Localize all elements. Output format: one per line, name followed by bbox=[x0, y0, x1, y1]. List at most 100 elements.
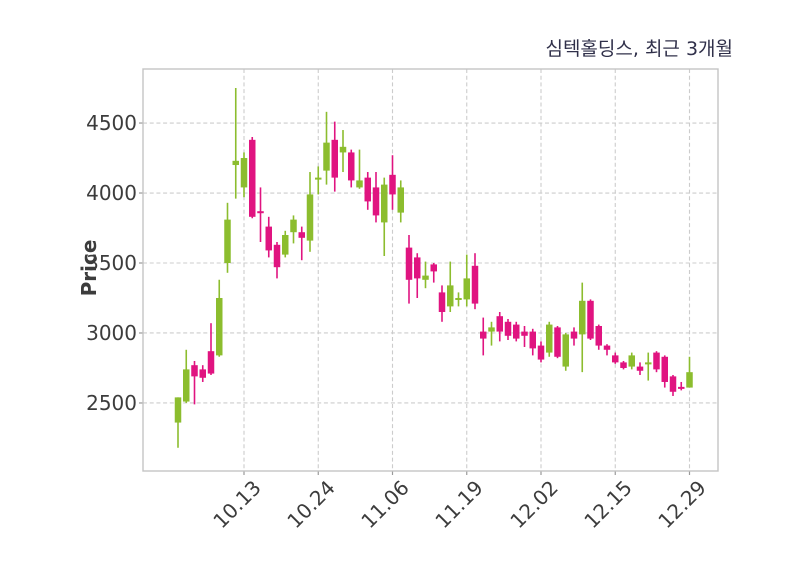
candle-down bbox=[249, 137, 256, 219]
candle-body bbox=[331, 139, 338, 178]
candle-up bbox=[628, 352, 635, 370]
candle-body bbox=[579, 300, 586, 335]
candle-up bbox=[323, 111, 330, 185]
candle-up bbox=[339, 130, 347, 173]
candle-body bbox=[686, 372, 693, 388]
candle-body bbox=[389, 174, 396, 195]
candle-body bbox=[339, 146, 347, 153]
candle-down bbox=[199, 365, 206, 382]
candle-body bbox=[381, 184, 388, 223]
candle-body bbox=[290, 219, 297, 233]
candle-down bbox=[331, 121, 338, 192]
candle-body bbox=[669, 376, 677, 392]
candle-down bbox=[480, 317, 487, 356]
y-tick-label: 4500 bbox=[86, 111, 137, 136]
candle-body bbox=[265, 226, 272, 251]
candle-body bbox=[199, 369, 206, 378]
y-tick-label: 3000 bbox=[86, 320, 137, 345]
candle-down bbox=[661, 355, 668, 388]
candle-body bbox=[438, 292, 446, 312]
candle-body bbox=[298, 232, 305, 238]
candle-up bbox=[397, 180, 404, 223]
candle-body bbox=[191, 365, 198, 377]
candle-body bbox=[183, 369, 190, 402]
candle-body bbox=[653, 352, 660, 370]
candle-down bbox=[348, 149, 355, 188]
candle-body bbox=[463, 278, 470, 300]
candle-up bbox=[240, 152, 248, 198]
candle-body bbox=[678, 386, 685, 389]
candles-layer bbox=[174, 88, 693, 448]
candle-body bbox=[282, 235, 289, 255]
candle-body bbox=[612, 355, 619, 363]
candle-body bbox=[521, 331, 528, 336]
candle-body bbox=[471, 265, 479, 304]
y-tick-label: 4000 bbox=[86, 181, 137, 205]
candle-down bbox=[537, 341, 545, 363]
candle-down bbox=[620, 360, 627, 370]
candle-body bbox=[397, 187, 404, 213]
candle-body bbox=[348, 152, 355, 181]
candle-body bbox=[529, 331, 536, 349]
candle-up bbox=[579, 282, 586, 373]
candle-body bbox=[661, 356, 668, 382]
candle-body bbox=[562, 334, 569, 367]
candle-body bbox=[315, 177, 322, 180]
candle-body bbox=[249, 139, 256, 217]
candle-body bbox=[480, 331, 487, 339]
candle-body bbox=[430, 264, 437, 272]
candle-body bbox=[546, 324, 553, 353]
candle-body bbox=[447, 285, 454, 307]
candle-body bbox=[645, 362, 652, 365]
candle-up bbox=[455, 292, 462, 307]
candle-body bbox=[174, 397, 182, 423]
candle-body bbox=[207, 351, 215, 374]
candle-up bbox=[183, 349, 190, 403]
gridlines bbox=[139, 69, 718, 475]
chart-title: 심텍홀딩스, 최근 3개월 bbox=[545, 38, 733, 60]
candle-body bbox=[414, 257, 421, 279]
candle-down bbox=[529, 328, 536, 356]
candle-up bbox=[381, 177, 388, 257]
candle-down bbox=[405, 235, 413, 304]
candle-up bbox=[224, 202, 231, 273]
candle-body bbox=[603, 345, 611, 350]
candle-down bbox=[430, 263, 437, 283]
candle-down bbox=[298, 226, 305, 261]
candle-down bbox=[273, 242, 281, 279]
candle-down bbox=[496, 311, 503, 342]
candle-body bbox=[496, 316, 503, 332]
candle-up bbox=[463, 254, 470, 307]
candle-up bbox=[645, 352, 652, 381]
candle-body bbox=[323, 142, 330, 171]
candle-up bbox=[216, 279, 223, 357]
candle-down bbox=[554, 325, 561, 359]
candle-down bbox=[191, 360, 198, 405]
candle-down bbox=[653, 351, 660, 373]
candle-up bbox=[306, 172, 314, 252]
candle-down bbox=[636, 362, 644, 375]
y-tick-label: 3500 bbox=[86, 251, 137, 275]
candle-down bbox=[504, 318, 512, 340]
candle-down bbox=[570, 327, 578, 346]
candle-up bbox=[232, 88, 239, 199]
candle-up bbox=[422, 261, 429, 289]
candle-up bbox=[686, 356, 693, 388]
candle-body bbox=[306, 194, 314, 241]
candle-up bbox=[562, 332, 569, 371]
candle-up bbox=[174, 397, 182, 448]
candle-body bbox=[570, 331, 578, 339]
candle-body bbox=[554, 327, 561, 357]
candle-body bbox=[636, 366, 644, 371]
candle-down bbox=[414, 253, 421, 298]
candle-body bbox=[216, 297, 223, 356]
candle-body bbox=[455, 297, 462, 300]
candle-body bbox=[273, 244, 281, 268]
candle-down bbox=[587, 299, 594, 340]
candle-down bbox=[265, 216, 272, 258]
candle-up bbox=[546, 321, 553, 357]
candle-up bbox=[282, 230, 289, 258]
candle-body bbox=[224, 219, 231, 264]
